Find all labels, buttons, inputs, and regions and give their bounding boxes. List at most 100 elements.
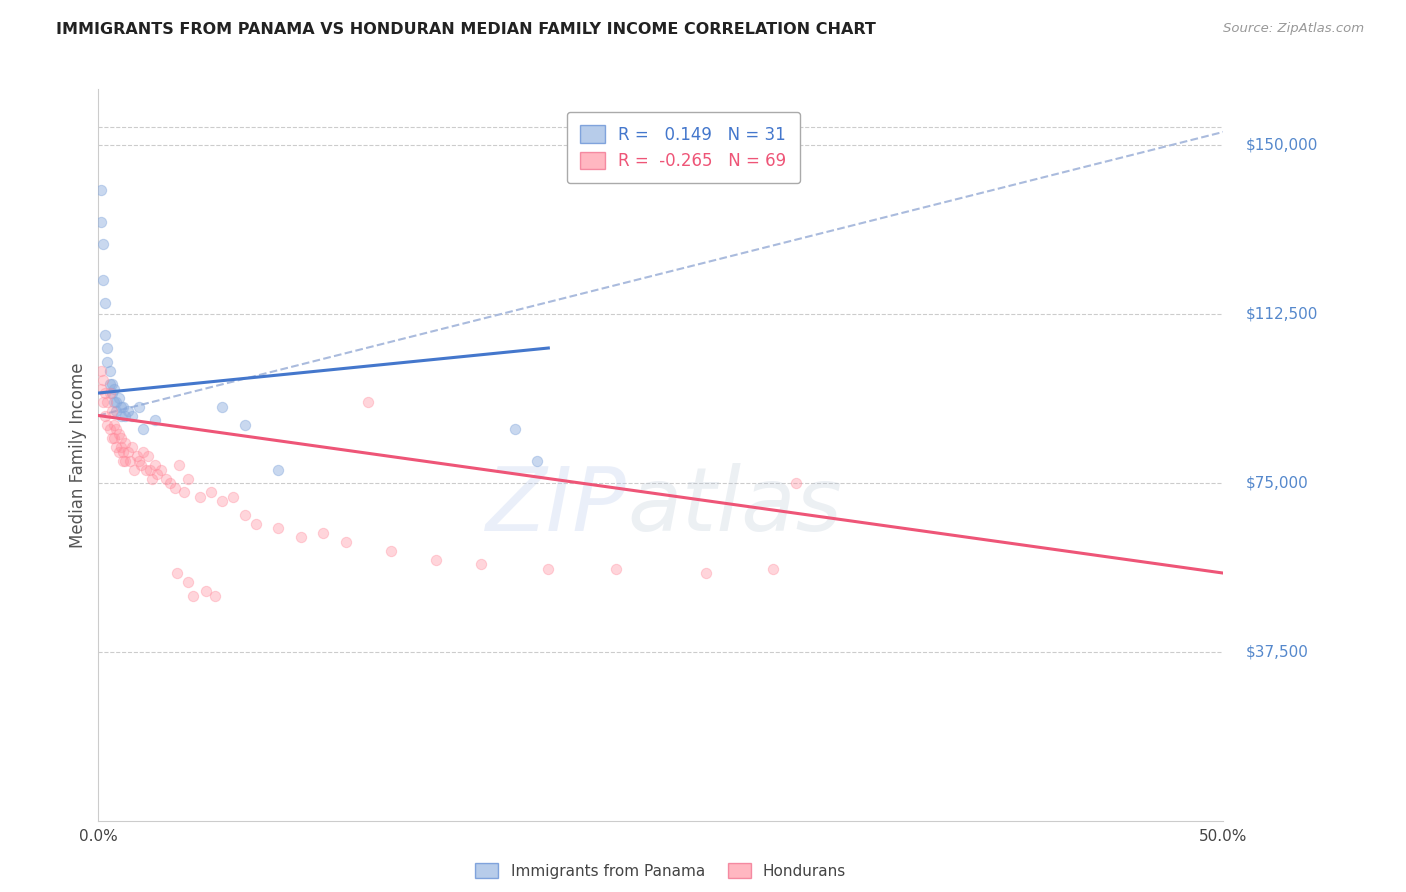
Point bbox=[90, 382, 112, 396]
Point bbox=[98, 422, 121, 436]
Point bbox=[90, 363, 112, 377]
Point bbox=[166, 566, 188, 580]
Point bbox=[101, 404, 124, 418]
Point bbox=[101, 377, 124, 392]
Point bbox=[91, 395, 114, 409]
Point bbox=[103, 395, 125, 409]
Point bbox=[159, 476, 181, 491]
Point bbox=[380, 543, 402, 558]
Point bbox=[139, 462, 162, 476]
Point bbox=[90, 184, 112, 198]
Point bbox=[503, 422, 526, 436]
Point bbox=[110, 400, 132, 414]
Legend: Immigrants from Panama, Hondurans: Immigrants from Panama, Hondurans bbox=[468, 855, 853, 886]
Point bbox=[110, 431, 132, 445]
Point bbox=[267, 521, 290, 535]
Point bbox=[211, 494, 233, 508]
Point bbox=[143, 458, 166, 472]
Point bbox=[110, 440, 132, 454]
Point bbox=[136, 449, 159, 463]
Point bbox=[90, 215, 112, 229]
Y-axis label: Median Family Income: Median Family Income bbox=[69, 362, 87, 548]
Point bbox=[103, 431, 125, 445]
Point bbox=[114, 409, 136, 423]
Point bbox=[132, 422, 155, 436]
Point bbox=[169, 458, 191, 472]
Point bbox=[605, 561, 627, 575]
Point bbox=[125, 449, 148, 463]
Point bbox=[98, 377, 121, 392]
Point bbox=[245, 516, 267, 531]
Point bbox=[146, 467, 169, 481]
Point bbox=[105, 422, 128, 436]
Point bbox=[98, 363, 121, 377]
Point bbox=[135, 462, 157, 476]
Point bbox=[200, 485, 222, 500]
Point bbox=[114, 435, 136, 450]
Point bbox=[143, 413, 166, 427]
Point bbox=[112, 453, 135, 467]
Point bbox=[91, 237, 114, 252]
Point bbox=[762, 561, 785, 575]
Point bbox=[128, 400, 150, 414]
Point bbox=[96, 395, 118, 409]
Point bbox=[290, 530, 312, 544]
Point bbox=[91, 372, 114, 386]
Text: $112,500: $112,500 bbox=[1246, 307, 1317, 322]
Point bbox=[526, 453, 548, 467]
Point bbox=[141, 471, 163, 485]
Text: $75,000: $75,000 bbox=[1246, 475, 1309, 491]
Point bbox=[335, 534, 357, 549]
Point bbox=[470, 557, 492, 571]
Point bbox=[132, 444, 155, 458]
Point bbox=[124, 462, 146, 476]
Point bbox=[94, 296, 117, 310]
Point bbox=[150, 462, 173, 476]
Point bbox=[96, 341, 118, 355]
Point bbox=[222, 490, 245, 504]
Point bbox=[110, 409, 132, 423]
Point bbox=[211, 400, 233, 414]
Point bbox=[163, 481, 186, 495]
Point bbox=[94, 409, 117, 423]
Point bbox=[785, 476, 807, 491]
Point bbox=[177, 575, 200, 590]
Text: IMMIGRANTS FROM PANAMA VS HONDURAN MEDIAN FAMILY INCOME CORRELATION CHART: IMMIGRANTS FROM PANAMA VS HONDURAN MEDIA… bbox=[56, 22, 876, 37]
Point bbox=[107, 426, 129, 441]
Point bbox=[98, 386, 121, 401]
Point bbox=[129, 458, 152, 472]
Point bbox=[105, 440, 128, 454]
Point bbox=[233, 508, 256, 522]
Point bbox=[101, 386, 124, 401]
Point bbox=[695, 566, 717, 580]
Point bbox=[117, 404, 139, 418]
Point bbox=[105, 395, 128, 409]
Point bbox=[155, 471, 177, 485]
Text: $150,000: $150,000 bbox=[1246, 138, 1317, 153]
Point bbox=[112, 444, 135, 458]
Point bbox=[118, 453, 141, 467]
Point bbox=[128, 453, 150, 467]
Text: $37,500: $37,500 bbox=[1246, 644, 1309, 659]
Point bbox=[117, 444, 139, 458]
Point bbox=[195, 584, 218, 599]
Text: Source: ZipAtlas.com: Source: ZipAtlas.com bbox=[1223, 22, 1364, 36]
Point bbox=[177, 471, 200, 485]
Point bbox=[114, 453, 136, 467]
Point bbox=[112, 400, 135, 414]
Point bbox=[103, 382, 125, 396]
Point bbox=[101, 431, 124, 445]
Point bbox=[312, 525, 335, 540]
Point bbox=[107, 391, 129, 405]
Point bbox=[107, 444, 129, 458]
Point bbox=[96, 417, 118, 432]
Text: ZIP: ZIP bbox=[486, 463, 627, 549]
Text: atlas: atlas bbox=[627, 463, 842, 549]
Point bbox=[233, 417, 256, 432]
Point bbox=[357, 395, 380, 409]
Point bbox=[121, 409, 143, 423]
Point bbox=[91, 273, 114, 287]
Point bbox=[267, 462, 290, 476]
Point bbox=[173, 485, 195, 500]
Point bbox=[105, 404, 128, 418]
